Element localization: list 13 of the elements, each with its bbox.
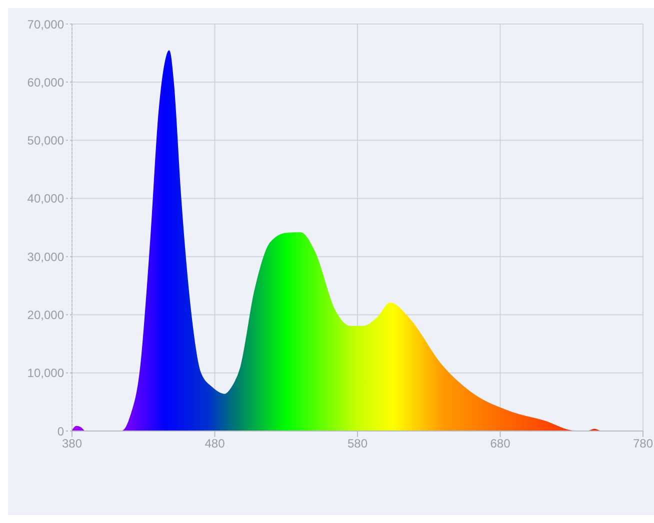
y-tick-label: 30,000: [27, 250, 64, 264]
x-tick-label: 580: [347, 436, 368, 451]
y-tick-label: 40,000: [27, 192, 64, 206]
y-tick-label: 50,000: [27, 134, 64, 148]
x-tick-label: 780: [632, 436, 654, 451]
y-tick-label: 0: [57, 424, 64, 438]
y-tick-label: 10,000: [27, 366, 64, 380]
x-tick-label: 380: [62, 436, 82, 451]
y-tick-label: 70,000: [27, 17, 64, 32]
x-tick-label: 680: [490, 436, 511, 451]
y-tick-label: 60,000: [27, 75, 64, 90]
x-tick-label: 480: [204, 436, 226, 451]
y-tick-label: 20,000: [27, 308, 64, 322]
